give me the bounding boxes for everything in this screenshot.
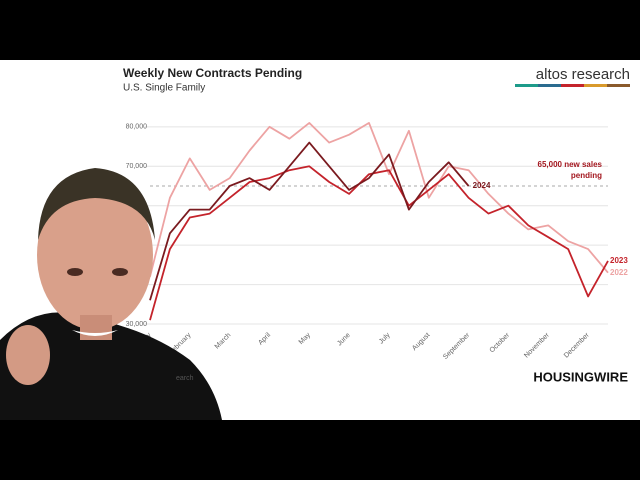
y-tick-label: 70,000 [126, 163, 148, 170]
series-label: 2024 [473, 181, 491, 190]
source-fragment: earch [176, 375, 194, 382]
reference-label: 65,000 new sales [538, 160, 603, 169]
chart-subtitle: U.S. Single Family [123, 83, 205, 94]
publisher: HOUSINGWIRE [533, 369, 628, 384]
series-line [149, 141, 470, 301]
y-tick-label: 30,000 [126, 321, 148, 328]
brand: altos research [536, 66, 630, 83]
y-tick-label: 80,000 [126, 124, 148, 131]
reference-label: pending [571, 171, 602, 180]
series-label: 2022 [610, 268, 628, 277]
series-label: 2023 [610, 256, 628, 265]
series-line [149, 122, 609, 277]
chart-title: Weekly New Contracts Pending [123, 66, 302, 80]
series-line [149, 165, 609, 321]
presenter [0, 168, 222, 420]
brand-bar [515, 84, 630, 87]
